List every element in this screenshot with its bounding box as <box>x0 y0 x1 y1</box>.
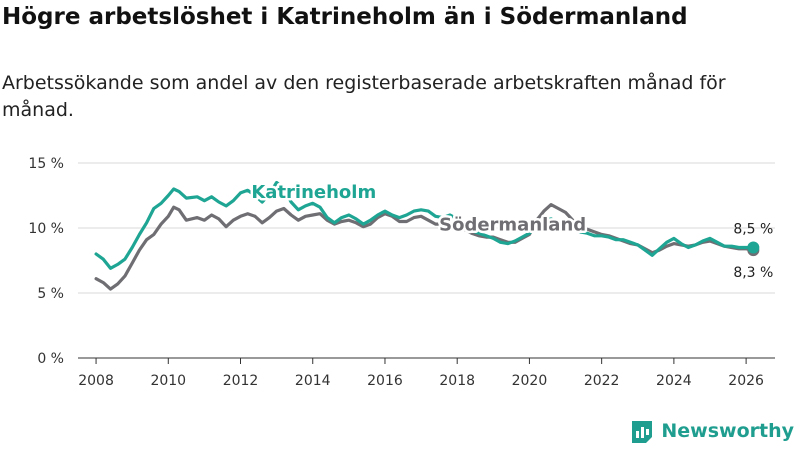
chart-subtitle: Arbetssökande som andel av den registerb… <box>2 72 726 121</box>
series-label-sodermanland: Södermanland <box>439 215 586 236</box>
chart-title: Högre arbetslöshet i Katrineholm än i Sö… <box>2 4 688 30</box>
x-tick-label: 2014 <box>295 373 331 389</box>
x-tick-label: 2020 <box>512 373 548 389</box>
end-point-katrineholm <box>747 241 760 254</box>
line-chart: 0 % 5 % 10 % 15 % 2008 2010 2012 2014 2016 2018 20… <box>28 156 775 389</box>
y-tick-label: 10 % <box>28 221 64 237</box>
x-tick-label: 2012 <box>223 373 259 389</box>
end-label-katrineholm: 8,5 % <box>733 222 773 238</box>
series-label-katrineholm: Katrineholm <box>251 182 376 203</box>
series-line-södermanland <box>94 203 755 291</box>
y-tick-label: 0 % <box>37 351 64 367</box>
x-tick-label: 2016 <box>367 373 403 389</box>
x-tick-label: 2026 <box>728 373 764 389</box>
y-tick-label: 5 % <box>37 286 64 302</box>
newsworthy-logo-icon <box>632 421 653 443</box>
x-tick-label: 2022 <box>584 373 620 389</box>
x-tick-label: 2008 <box>78 373 114 389</box>
x-tick-label: 2010 <box>150 373 186 389</box>
series-line-katrineholm <box>94 180 755 270</box>
brand-name: Newsworthy <box>661 420 794 442</box>
brand-logo: Newsworthy <box>629 418 794 444</box>
x-tick-label: 2024 <box>656 373 692 389</box>
x-tick-label: 2018 <box>439 373 475 389</box>
y-tick-label: 15 % <box>28 156 64 172</box>
end-label-sodermanland: 8,3 % <box>733 265 773 281</box>
